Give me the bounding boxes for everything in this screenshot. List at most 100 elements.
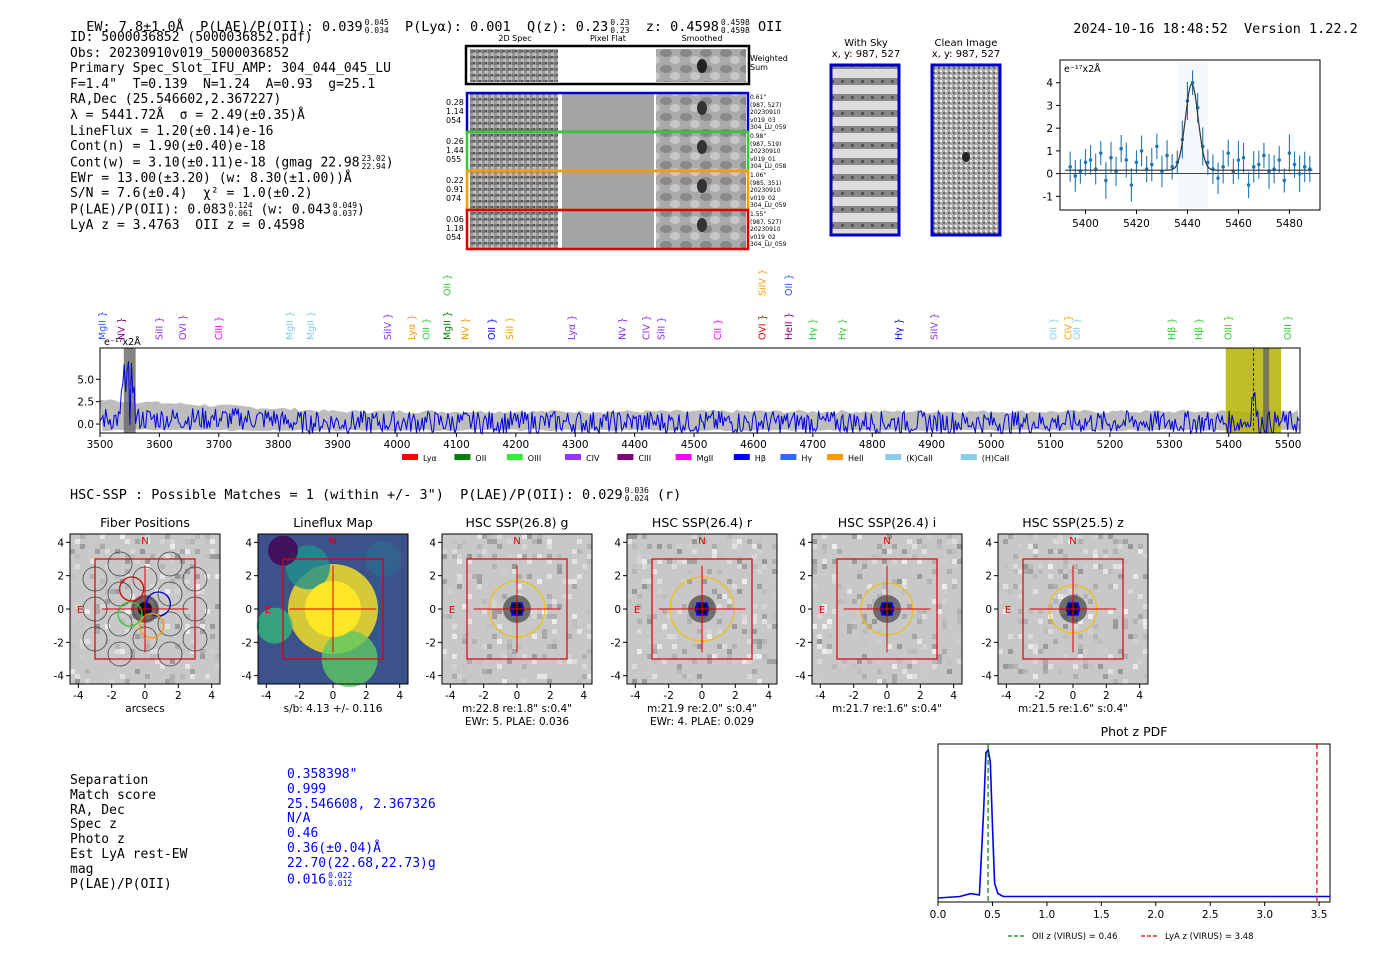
aperture-box: [836, 558, 938, 660]
row-2d-spec: [470, 172, 558, 209]
hsc-ytick-label: 2: [985, 571, 992, 583]
match-key: Photo z: [70, 832, 125, 848]
cutout-noise-pixel: [130, 649, 135, 654]
cutout-noise-pixel: [897, 659, 902, 664]
cutout-noise-pixel: [140, 634, 145, 639]
cutout-noise-pixel: [752, 639, 757, 644]
clean-source: [962, 152, 970, 162]
cutout-noise-pixel: [772, 579, 777, 584]
cutout-noise-pixel: [892, 674, 897, 679]
cutout-noise-pixel: [847, 564, 852, 569]
cutout-noise-pixel: [170, 559, 175, 564]
cutout-noise-pixel: [827, 624, 832, 629]
cutout-noise-pixel: [477, 609, 482, 614]
spectrum-xtick-label: 5200: [1097, 439, 1124, 451]
cutout-noise-pixel: [832, 609, 837, 614]
cutout-noise-pixel: [942, 624, 947, 629]
cutout-noise-pixel: [867, 584, 872, 589]
zoom-point: [1282, 178, 1287, 183]
cutout-noise-pixel: [542, 654, 547, 659]
cutout-noise-pixel: [572, 549, 577, 554]
cutout-noise-pixel: [752, 554, 757, 559]
cutout-noise-pixel: [822, 624, 827, 629]
cutout-noise-pixel: [1138, 659, 1143, 664]
cutout-noise-pixel: [587, 669, 592, 674]
photz-chart: Phot z PDF 0.0 0.5 1.0 1.5 2.0 2.5 3.0 3.5 OII z …: [930, 724, 1331, 942]
cutout-noise-pixel: [827, 649, 832, 654]
cutout-noise-pixel: [652, 654, 657, 659]
fiber-circle: [107, 641, 133, 667]
cutout-noise-pixel: [1118, 544, 1123, 549]
cutout-noise-pixel: [482, 609, 487, 614]
cutout-noise-pixel: [537, 559, 542, 564]
cutout-noise-pixel: [477, 554, 482, 559]
cutout-noise-pixel: [692, 644, 697, 649]
hsc-ytick-label: 0: [57, 604, 64, 616]
cutout-noise-pixel: [180, 649, 185, 654]
cutout-noise-pixel: [682, 559, 687, 564]
cutout-noise-pixel: [942, 619, 947, 624]
cutout-noise-pixel: [1023, 644, 1028, 649]
cutout-noise-pixel: [747, 659, 752, 664]
cutout-noise-pixel: [567, 579, 572, 584]
legend-swatch: [733, 454, 750, 460]
header-z-lo: 0.4598: [720, 26, 750, 35]
cutout-noise-pixel: [1118, 539, 1123, 544]
legend-swatch: [780, 454, 797, 460]
cutout-noise-pixel: [1058, 549, 1063, 554]
info-contn: Cont(n) = 1.90(±0.40)e-18: [70, 139, 266, 155]
cutout-noise-pixel: [712, 544, 717, 549]
fiber-circle: [82, 626, 108, 652]
cutout-noise-pixel: [947, 669, 952, 674]
cutout-noise-pixel: [652, 674, 657, 679]
spectrum-xtick-label: 4900: [918, 439, 945, 451]
cutout-noise-pixel: [1098, 569, 1103, 574]
cutout-noise-pixel: [852, 534, 857, 539]
cutout-noise-pixel: [892, 559, 897, 564]
cutout-noise-pixel: [922, 609, 927, 614]
cutout-noise-pixel: [662, 594, 667, 599]
cutout-noise-pixel: [120, 674, 125, 679]
cutout-noise-pixel: [642, 564, 647, 569]
hsc-panel-sub1: m:21.7 re:1.6" s:0.4": [832, 703, 942, 715]
cutout-noise-pixel: [937, 574, 942, 579]
cutout-noise-pixel: [442, 614, 447, 619]
spectrum-line-label: MgII }: [97, 311, 108, 340]
cutout-noise-pixel: [1033, 674, 1038, 679]
cutout-noise-pixel: [587, 544, 592, 549]
north-label: N: [1069, 536, 1076, 547]
cutout-noise-pixel: [507, 629, 512, 634]
cutout-noise-pixel: [912, 674, 917, 679]
cutout-noise-pixel: [732, 679, 737, 684]
spectrum-xtick-label: 4100: [443, 439, 470, 451]
cutout-noise-pixel: [667, 679, 672, 684]
cutout-noise-pixel: [85, 609, 90, 614]
clean-image: [930, 63, 1002, 237]
info-id: ID: 5000036852 (5000036852.pdf): [70, 30, 313, 45]
cutout-noise-pixel: [817, 679, 822, 684]
header-plae-hi: 0.045: [364, 18, 389, 27]
photz-xtick-label: 0.5: [984, 909, 1001, 921]
cutout-noise-pixel: [487, 669, 492, 674]
cutout-noise-pixel: [812, 624, 817, 629]
cutout-noise-pixel: [572, 619, 577, 624]
cutout-noise-pixel: [1113, 584, 1118, 589]
aperture-box: [651, 558, 753, 660]
cutout-noise-pixel: [150, 584, 155, 589]
row-right-label: 1.06" (985, 351) 20230910 v019_02 304_LU_059: [750, 172, 786, 210]
cutout-noise-pixel: [1048, 619, 1053, 624]
north-label: N: [329, 536, 336, 547]
cutout-noise-pixel: [947, 539, 952, 544]
cutout-noise-pixel: [917, 574, 922, 579]
match-key: P(LAE)/P(OII): [70, 876, 172, 892]
cutout-noise-pixel: [150, 654, 155, 659]
cutout-noise-pixel: [852, 549, 857, 554]
cutout-noise-pixel: [907, 539, 912, 544]
zoom-point: [1088, 158, 1093, 162]
cutout-noise-pixel: [952, 579, 957, 584]
cutout-noise-pixel: [757, 539, 762, 544]
cutout-noise-pixel: [932, 649, 937, 654]
cutout-noise-pixel: [452, 634, 457, 639]
header-z: z: 0.4598: [645, 19, 719, 35]
cutout-noise-pixel: [1093, 554, 1098, 559]
